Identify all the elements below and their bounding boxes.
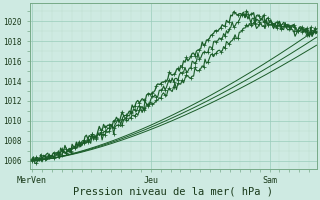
X-axis label: Pression niveau de la mer( hPa ): Pression niveau de la mer( hPa ) [73, 187, 273, 197]
